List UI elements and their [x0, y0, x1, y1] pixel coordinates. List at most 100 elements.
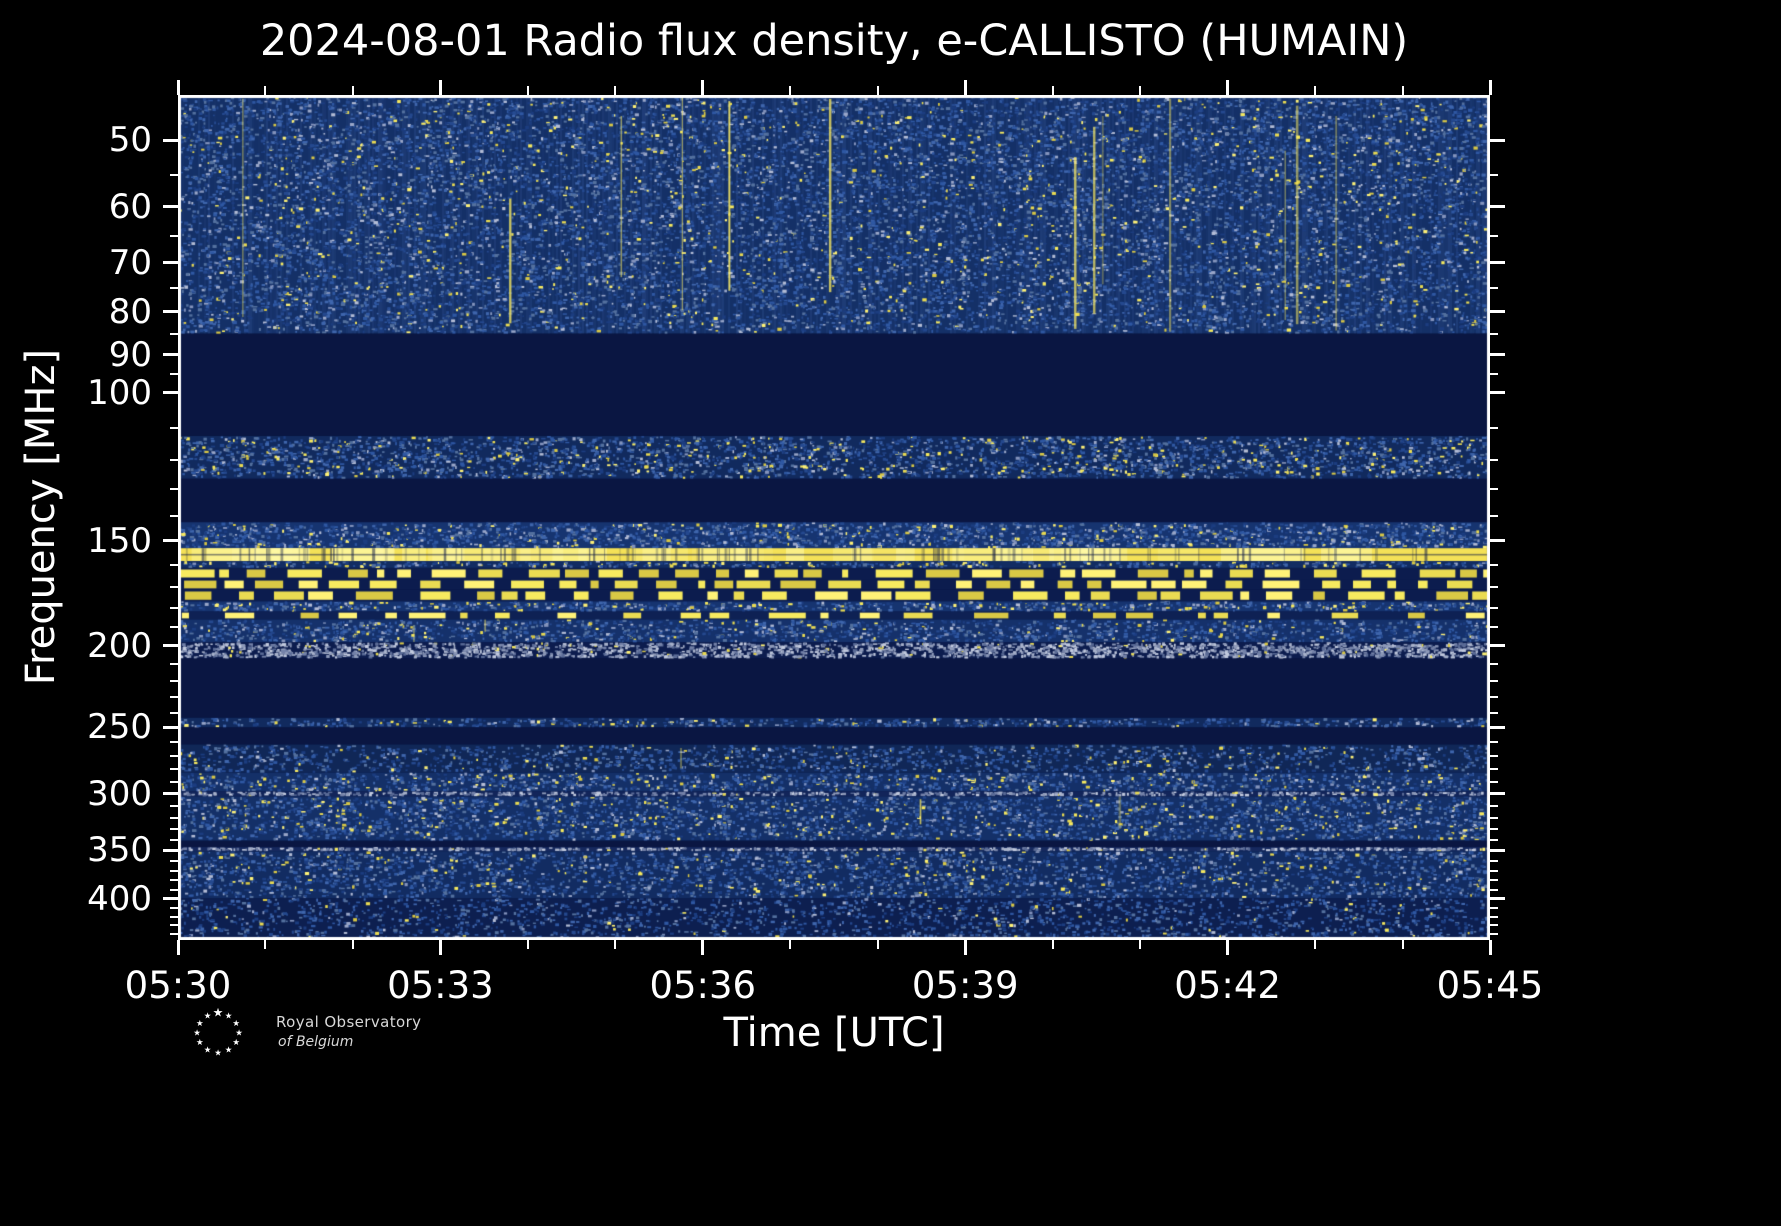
x-minor-tick: [1051, 940, 1054, 949]
x-minor-tick: [1401, 86, 1404, 95]
rob-logo-text: Royal Observatory of Belgium: [276, 1013, 421, 1050]
y-minor-tick: [1490, 606, 1498, 609]
x-major-tick: [438, 940, 442, 955]
y-minor-tick: [170, 426, 178, 429]
x-minor-tick: [876, 940, 879, 949]
y-minor-tick: [170, 711, 178, 714]
x-minor-tick: [264, 940, 267, 949]
y-minor-tick: [170, 695, 178, 698]
svg-text:★: ★: [204, 1046, 212, 1056]
x-major-tick: [176, 80, 180, 95]
y-major-tick: [163, 310, 178, 314]
x-minor-tick: [789, 940, 792, 949]
y-minor-tick: [170, 780, 178, 783]
x-tick-label: 05:39: [911, 964, 1019, 1007]
x-major-tick: [963, 940, 967, 955]
y-minor-tick: [1490, 906, 1498, 909]
y-major-tick: [163, 897, 178, 901]
y-minor-tick: [170, 740, 178, 743]
y-minor-tick: [1490, 869, 1498, 872]
y-minor-tick: [170, 915, 178, 918]
y-minor-tick: [1490, 740, 1498, 743]
x-minor-tick: [1139, 86, 1142, 95]
x-minor-tick: [351, 86, 354, 95]
x-major-tick: [438, 80, 442, 95]
logo-text-line1: Royal Observatory: [276, 1012, 422, 1031]
y-tick-label: 350: [87, 830, 152, 871]
x-minor-tick: [526, 86, 529, 95]
y-minor-tick: [1490, 879, 1498, 882]
svg-text:★: ★: [213, 1006, 224, 1020]
y-minor-tick: [1490, 695, 1498, 698]
svg-text:★: ★: [204, 1011, 212, 1021]
y-major-tick: [163, 644, 178, 648]
y-tick-label: 60: [108, 186, 152, 227]
y-minor-tick: [1490, 458, 1498, 461]
y-minor-tick: [1490, 859, 1498, 862]
x-major-tick: [701, 80, 705, 95]
y-minor-tick: [170, 767, 178, 770]
x-major-tick: [176, 940, 180, 955]
y-major-tick: [1490, 310, 1505, 314]
svg-text:★: ★: [196, 1019, 204, 1029]
y-tick-label: 300: [87, 773, 152, 814]
y-major-tick: [1490, 138, 1505, 142]
x-major-tick: [963, 80, 967, 95]
y-major-tick: [1490, 644, 1505, 648]
y-minor-tick: [1490, 286, 1498, 289]
y-major-tick: [163, 391, 178, 395]
y-tick-label: 70: [108, 242, 152, 283]
y-minor-tick: [170, 234, 178, 237]
y-minor-tick: [1490, 711, 1498, 714]
y-minor-tick: [170, 332, 178, 335]
y-minor-tick: [170, 804, 178, 807]
x-minor-tick: [876, 86, 879, 95]
y-minor-tick: [170, 679, 178, 682]
y-major-tick: [1490, 897, 1505, 901]
x-major-tick: [1488, 80, 1492, 95]
y-tick-label: 50: [108, 120, 152, 160]
y-minor-tick: [170, 816, 178, 819]
x-minor-tick: [1314, 86, 1317, 95]
y-minor-tick: [170, 286, 178, 289]
y-minor-tick: [1490, 816, 1498, 819]
y-minor-tick: [1490, 563, 1498, 566]
y-minor-tick: [1490, 173, 1498, 176]
y-minor-tick: [170, 924, 178, 927]
y-minor-tick: [170, 626, 178, 629]
y-major-tick: [163, 848, 178, 852]
rob-logo-stars-icon: ★ ★ ★ ★ ★ ★ ★ ★ ★ ★ ★ ★: [193, 1006, 243, 1059]
rob-logo: ★ ★ ★ ★ ★ ★ ★ ★ ★ ★ ★ ★ Royal Observator…: [178, 1000, 421, 1062]
y-minor-tick: [170, 514, 178, 517]
y-minor-tick: [170, 859, 178, 862]
y-minor-tick: [1490, 373, 1498, 376]
svg-text:★: ★: [193, 1029, 201, 1039]
y-minor-tick: [170, 838, 178, 841]
y-minor-tick: [170, 173, 178, 176]
y-minor-tick: [170, 932, 178, 935]
y-minor-tick: [1490, 426, 1498, 429]
x-minor-tick: [614, 86, 617, 95]
x-minor-tick: [1139, 940, 1142, 949]
y-minor-tick: [1490, 662, 1498, 665]
x-major-tick: [1226, 80, 1230, 95]
y-minor-tick: [170, 563, 178, 566]
y-minor-tick: [1490, 767, 1498, 770]
y-minor-tick: [1490, 838, 1498, 841]
y-minor-tick: [1490, 888, 1498, 891]
y-minor-tick: [170, 827, 178, 830]
y-minor-tick: [1490, 924, 1498, 927]
x-minor-tick: [351, 940, 354, 949]
x-minor-tick: [614, 940, 617, 949]
y-major-tick: [163, 205, 178, 209]
y-minor-tick: [1490, 804, 1498, 807]
svg-text:★: ★: [235, 1029, 243, 1039]
logo-text-line2: of Belgium: [278, 1033, 354, 1050]
svg-text:★: ★: [214, 1049, 222, 1059]
y-major-tick: [1490, 353, 1505, 357]
svg-text:★: ★: [232, 1019, 240, 1029]
y-minor-tick: [170, 869, 178, 872]
x-tick-label: 05:36: [649, 964, 757, 1007]
y-minor-tick: [170, 906, 178, 909]
